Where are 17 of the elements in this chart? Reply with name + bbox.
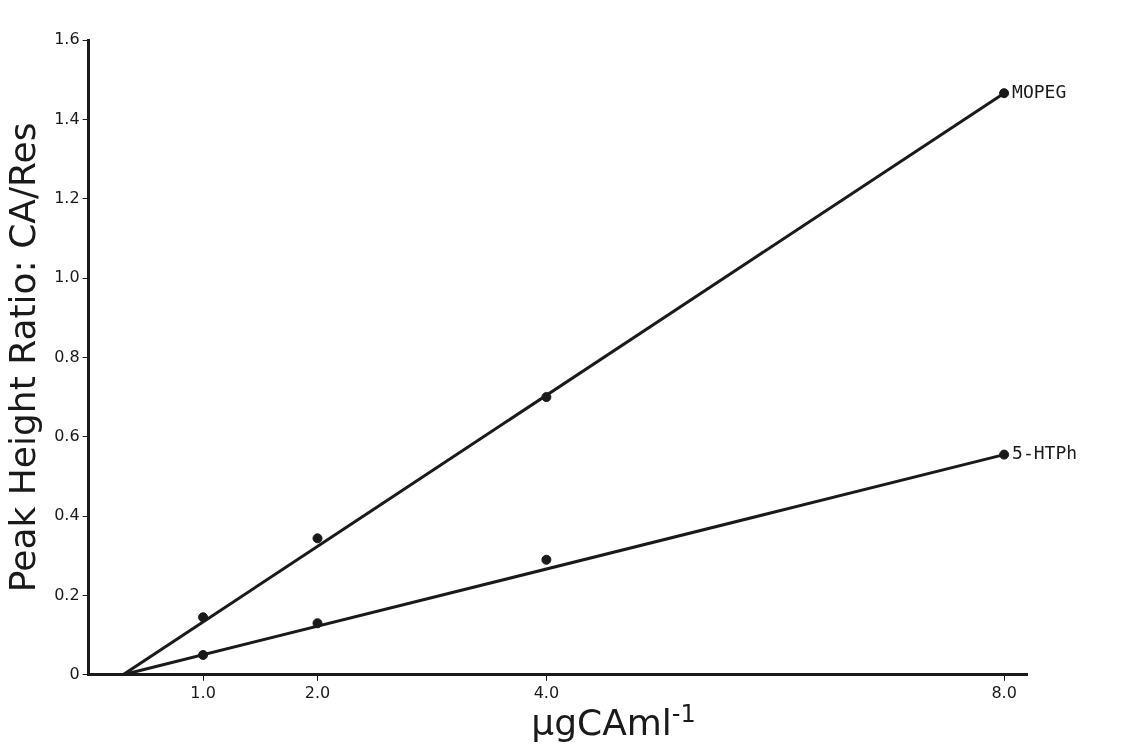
y-tick-label: 0.8 bbox=[54, 346, 80, 366]
x-tick-label: 4.0 bbox=[533, 682, 560, 702]
y-tick-label: 1.4 bbox=[54, 108, 80, 128]
y-tick-label: 0 bbox=[69, 663, 80, 683]
x-tick-label: 8.0 bbox=[991, 682, 1017, 702]
series-label: MOPEG bbox=[1012, 80, 1067, 102]
x-tick-label: 1.0 bbox=[190, 682, 216, 702]
y-tick-label: 0.6 bbox=[54, 425, 80, 445]
series-label: 5-HTPh bbox=[1012, 442, 1078, 464]
y-tick-label: 1.2 bbox=[54, 187, 80, 207]
x-tick-label: 2.0 bbox=[304, 682, 331, 702]
y-tick-label: 0.2 bbox=[54, 584, 80, 604]
x-axis-title: μgCAml$^{-1}$ bbox=[530, 700, 697, 743]
y-tick-label: 1.0 bbox=[54, 267, 80, 287]
y-axis-title: Peak Height Ratio: CA/Res bbox=[1, 122, 43, 593]
y-tick-label: 1.6 bbox=[54, 29, 80, 49]
y-tick-label: 0.4 bbox=[54, 505, 80, 525]
